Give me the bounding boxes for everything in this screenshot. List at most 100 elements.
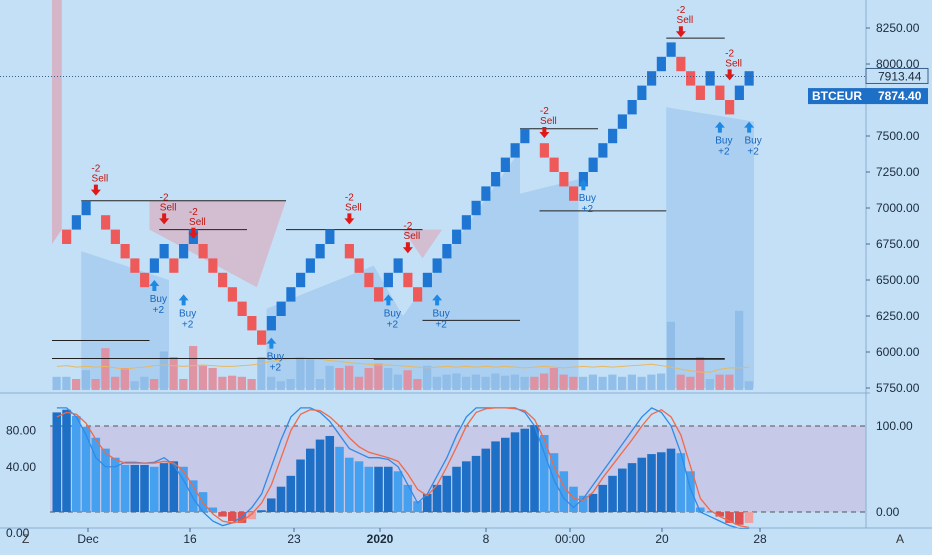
renko-brick[interactable] xyxy=(81,200,91,216)
sell-qty: -2 xyxy=(676,5,685,16)
oscillator-bar xyxy=(413,501,422,513)
zoom-reset-button[interactable]: Z xyxy=(22,532,29,546)
sell-arrow-icon xyxy=(344,213,355,225)
volume-bar xyxy=(345,365,354,390)
oscillator-bar xyxy=(705,512,715,513)
renko-brick[interactable] xyxy=(286,287,296,302)
renko-brick[interactable] xyxy=(130,258,140,273)
renko-brick[interactable] xyxy=(364,272,374,288)
renko-brick[interactable] xyxy=(62,229,72,244)
sell-arrow-icon xyxy=(402,242,413,254)
renko-brick[interactable] xyxy=(637,85,647,100)
renko-brick[interactable] xyxy=(598,143,608,158)
volume-bar xyxy=(335,368,344,390)
renko-brick[interactable] xyxy=(198,244,208,259)
renko-brick[interactable] xyxy=(510,143,520,158)
price-tick-label: 8000.00 xyxy=(876,57,920,71)
renko-brick[interactable] xyxy=(549,157,559,172)
volume-bar xyxy=(715,374,724,390)
renko-brick[interactable] xyxy=(413,287,423,302)
renko-brick[interactable] xyxy=(266,316,276,331)
renko-brick[interactable] xyxy=(237,301,247,316)
renko-brick[interactable] xyxy=(627,100,637,115)
oscillator-bar xyxy=(286,475,296,513)
renko-brick[interactable] xyxy=(744,71,754,86)
oscillator-axis[interactable]: 80.00 40.00 0.00 100.00 0.00 xyxy=(6,419,913,540)
time-axis[interactable]: Dec 16 23 2020 8 00:00 20 28 xyxy=(77,528,767,546)
renko-brick[interactable] xyxy=(169,258,179,273)
renko-brick[interactable] xyxy=(656,56,666,72)
renko-brick[interactable] xyxy=(715,85,725,100)
renko-brick[interactable] xyxy=(247,316,257,331)
renko-brick[interactable] xyxy=(452,229,462,244)
renko-brick[interactable] xyxy=(471,200,481,216)
renko-brick[interactable] xyxy=(422,272,432,288)
renko-brick[interactable] xyxy=(305,258,315,273)
renko-brick[interactable] xyxy=(520,128,530,144)
renko-brick[interactable] xyxy=(608,128,618,144)
oscillator-bar xyxy=(169,461,179,513)
renko-brick[interactable] xyxy=(354,258,364,273)
renko-brick[interactable] xyxy=(705,71,715,86)
volume-bar xyxy=(354,376,363,390)
moving-average-line xyxy=(56,357,750,373)
sell-arrow-icon xyxy=(188,227,199,239)
renko-brick[interactable] xyxy=(725,100,735,115)
renko-brick[interactable] xyxy=(617,114,627,129)
renko-brick[interactable] xyxy=(296,272,306,288)
renko-brick[interactable] xyxy=(481,186,491,201)
renko-brick[interactable] xyxy=(539,143,549,158)
renko-brick[interactable] xyxy=(120,244,130,259)
renko-brick[interactable] xyxy=(734,85,744,100)
volume-bar xyxy=(510,374,519,390)
oscillator-right-tick: 0.00 xyxy=(876,505,900,519)
renko-brick[interactable] xyxy=(159,244,169,259)
time-tick-label: 28 xyxy=(753,532,767,546)
renko-brick[interactable] xyxy=(325,229,335,244)
volume-bar xyxy=(179,379,188,390)
renko-brick[interactable] xyxy=(500,157,510,172)
volume-bar xyxy=(130,381,139,390)
renko-brick[interactable] xyxy=(208,258,218,273)
renko-brick[interactable] xyxy=(569,186,579,201)
renko-brick[interactable] xyxy=(559,172,569,187)
renko-brick[interactable] xyxy=(344,244,354,259)
renko-brick[interactable] xyxy=(257,330,267,345)
renko-brick[interactable] xyxy=(71,215,81,230)
sell-arrow-icon xyxy=(675,26,686,38)
renko-brick[interactable] xyxy=(403,272,413,288)
renko-brick[interactable] xyxy=(432,258,442,273)
renko-brick[interactable] xyxy=(149,258,159,273)
oscillator-bar xyxy=(72,416,81,513)
renko-brick[interactable] xyxy=(227,287,237,302)
renko-brick[interactable] xyxy=(686,71,696,86)
volume-bar xyxy=(169,357,178,390)
renko-brick[interactable] xyxy=(647,71,657,86)
volume-bar xyxy=(618,376,627,390)
auto-scale-button[interactable]: A xyxy=(896,532,904,546)
oscillator-bar xyxy=(208,507,218,513)
renko-brick[interactable] xyxy=(666,42,676,57)
renko-brick[interactable] xyxy=(179,244,189,259)
renko-brick[interactable] xyxy=(101,215,111,230)
renko-brick[interactable] xyxy=(393,258,403,273)
renko-brick[interactable] xyxy=(461,215,471,230)
renko-brick[interactable] xyxy=(676,56,686,72)
renko-brick[interactable] xyxy=(491,172,501,187)
renko-brick[interactable] xyxy=(588,157,598,172)
renko-brick[interactable] xyxy=(140,272,150,288)
renko-brick[interactable] xyxy=(110,229,120,244)
oscillator-bar xyxy=(686,471,695,513)
renko-brick[interactable] xyxy=(315,244,325,259)
renko-brick[interactable] xyxy=(374,287,384,302)
bear-fill xyxy=(403,229,442,259)
renko-brick[interactable] xyxy=(218,272,228,288)
oscillator-bar xyxy=(637,457,647,513)
oscillator-bar xyxy=(62,409,71,513)
renko-brick[interactable] xyxy=(276,301,286,316)
renko-brick[interactable] xyxy=(383,272,393,288)
renko-brick[interactable] xyxy=(695,85,705,100)
price-axis[interactable]: 8250.008000.007750.007500.007250.007000.… xyxy=(866,21,920,395)
renko-brick[interactable] xyxy=(442,244,452,259)
